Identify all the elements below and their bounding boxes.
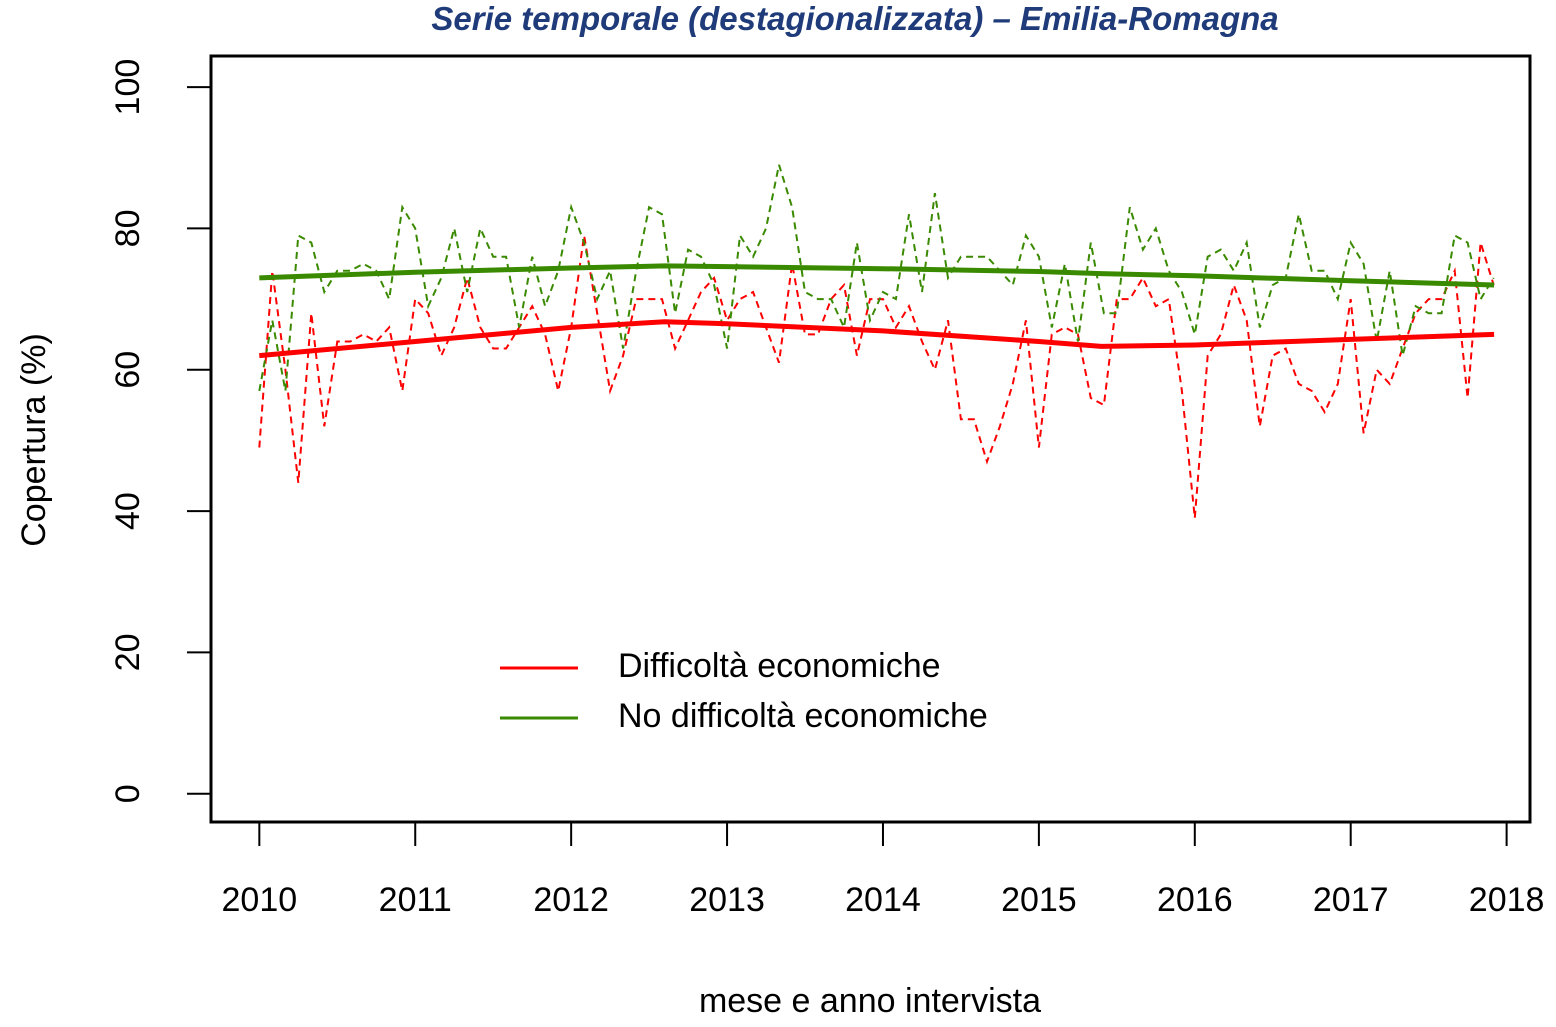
y-tick-label: 80 <box>109 210 147 248</box>
y-tick-label: 40 <box>109 492 147 530</box>
trend-line <box>259 263 1495 288</box>
plot-frame <box>209 54 1532 824</box>
y-tick-label: 20 <box>109 633 147 671</box>
x-tick-label: 2018 <box>1469 881 1545 919</box>
x-tick-label: 2011 <box>379 881 452 919</box>
y-tick-label: 100 <box>109 59 147 116</box>
x-tick-label: 2013 <box>689 881 765 919</box>
x-tick-label: 2010 <box>222 881 298 919</box>
x-axis-label: mese e anno intervista <box>699 982 1041 1020</box>
legend: Difficoltà economiche No difficoltà econ… <box>500 647 988 735</box>
x-tick-label: 2016 <box>1157 881 1233 919</box>
legend-label: No difficoltà economiche <box>618 697 988 735</box>
x-tick-label: 2014 <box>845 881 921 919</box>
series-line <box>258 164 1495 392</box>
y-tick-label: 0 <box>109 784 147 803</box>
x-tick-label: 2015 <box>1001 881 1077 919</box>
series-line <box>258 235 1495 519</box>
y-axis-label: Copertura (%) <box>15 333 53 547</box>
legend-label: Difficoltà economiche <box>618 647 941 685</box>
x-tick-label: 2012 <box>533 881 609 919</box>
chart-title: Serie temporale (destagionalizzata) – Em… <box>431 0 1278 37</box>
x-tick-label: 2017 <box>1313 881 1389 919</box>
y-tick-label: 60 <box>109 351 147 389</box>
trend-line <box>259 319 1495 359</box>
